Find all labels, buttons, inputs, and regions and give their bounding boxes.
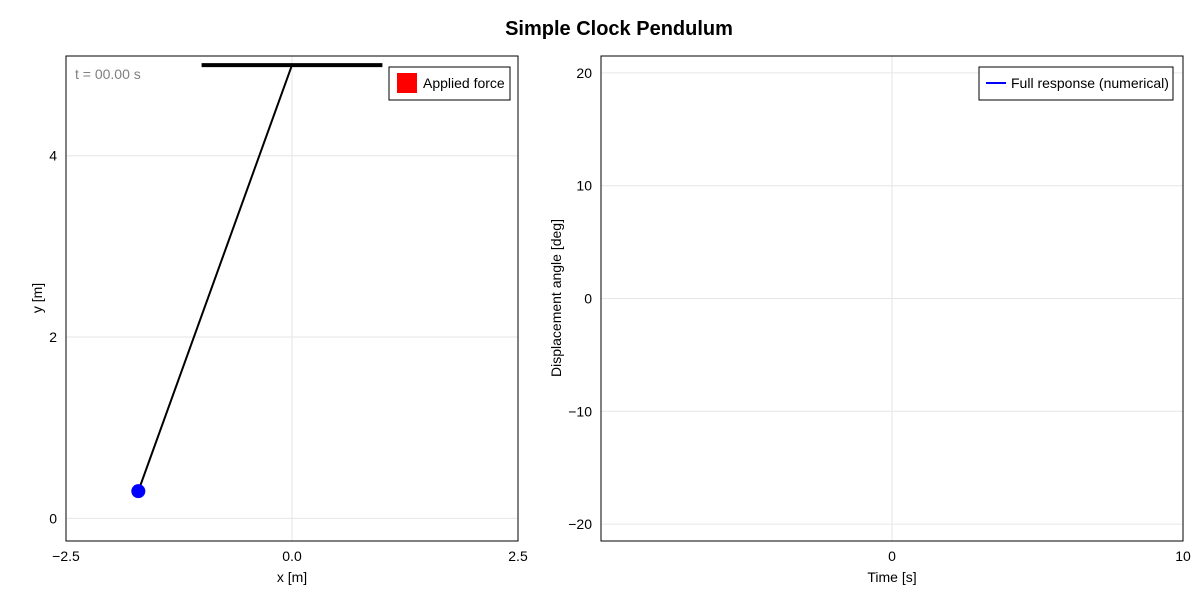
legend-label-applied-force: Applied force <box>423 75 505 91</box>
pendulum-panel: −2.5 0.0 2.5 0 2 4 x [m] y [m] t = 00.00 s Ap… <box>29 55 528 585</box>
response-panel: 0 10 −20 −10 0 10 20 Time [s] Displacement ang… <box>548 55 1191 585</box>
legend-label-full-response: Full response (numerical) <box>1011 75 1169 91</box>
response-ytick-label: 0 <box>584 291 592 307</box>
pendulum-rod <box>137 64 293 492</box>
response-xtick-label: 10 <box>1175 548 1191 564</box>
pendulum-legend: Applied force <box>388 66 511 101</box>
pendulum-xtick-label: −2.5 <box>52 548 80 564</box>
pendulum-ytick-label: 2 <box>49 329 57 345</box>
legend-swatch-applied-force <box>397 73 417 93</box>
response-ytick-label: −10 <box>568 403 592 419</box>
response-ytick-label: −20 <box>568 516 592 532</box>
response-ylabel: Displacement angle [deg] <box>548 219 564 377</box>
response-xlabel: Time [s] <box>867 569 916 585</box>
response-ytick-label: 10 <box>576 178 592 194</box>
time-readout: t = 00.00 s <box>75 66 141 82</box>
response-axes-frame <box>600 55 1184 542</box>
pendulum-xtick-label: 2.5 <box>508 548 528 564</box>
pendulum-xlabel: x [m] <box>277 569 307 585</box>
pendulum-ylabel: y [m] <box>29 283 45 313</box>
pendulum-ytick-label: 0 <box>49 510 57 526</box>
pendulum-bob <box>131 484 146 499</box>
response-ytick-label: 20 <box>576 65 592 81</box>
figure-title: Simple Clock Pendulum <box>505 18 733 40</box>
response-xtick-label: 0 <box>888 548 896 564</box>
legend-box <box>978 66 1174 101</box>
response-legend: Full response (numerical) <box>978 66 1174 101</box>
pendulum-axes-frame <box>65 55 519 542</box>
pendulum-xtick-label: 0.0 <box>282 548 302 564</box>
pendulum-ytick-label: 4 <box>49 148 57 164</box>
